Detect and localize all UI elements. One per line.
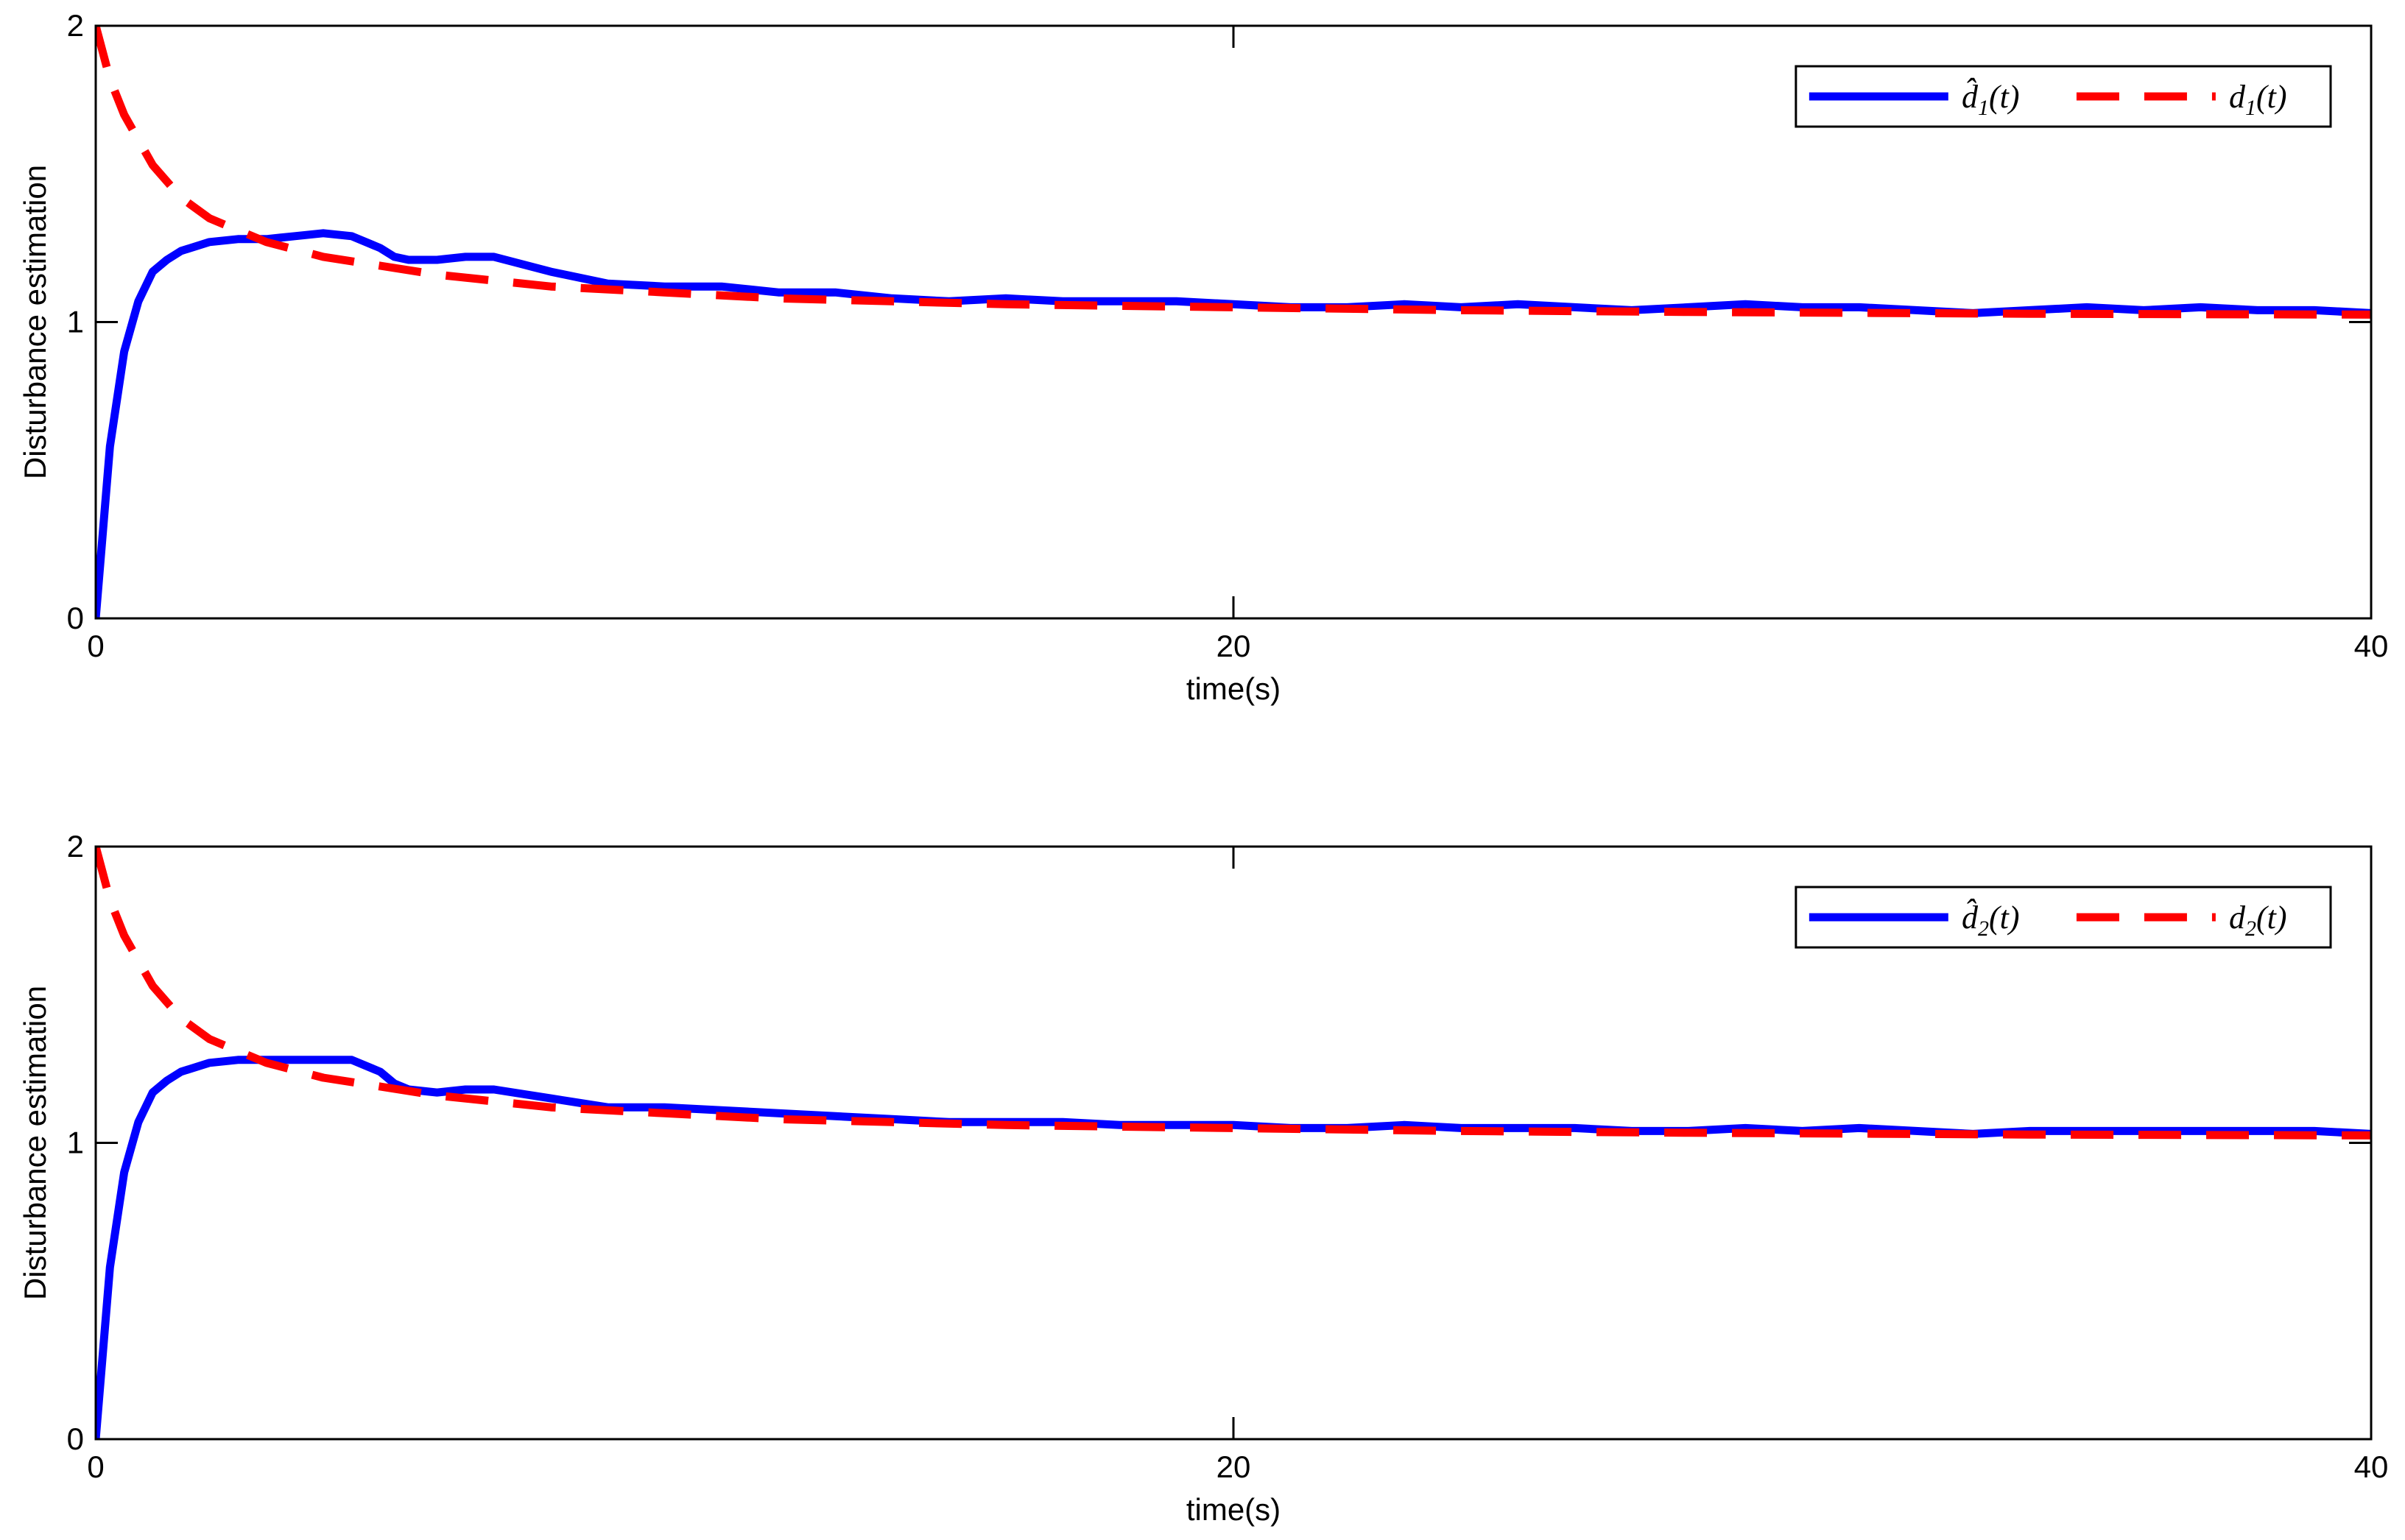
legend: d̂2(t) d2(t)	[1795, 886, 2332, 949]
x-tick-label: 20	[1216, 1449, 1251, 1484]
series-line-actual	[96, 845, 2371, 1140]
x-axis-label: time(s)	[1186, 671, 1281, 706]
y-tick-label: 0	[67, 601, 84, 635]
chart-panel-1: 0 20 40 0 1 2 time(s) Disturbance estimation d̂1…	[18, 8, 2388, 706]
series-line-actual	[96, 24, 2371, 319]
y-axis-label: Disturbance estimation	[18, 165, 52, 479]
x-tick-label: 20	[1216, 629, 1251, 663]
series-line-estimate	[96, 1056, 2371, 1439]
legend-entry-label: d̂1(t)	[1962, 78, 2020, 120]
series-line-estimate	[96, 229, 2371, 618]
y-tick-label: 1	[67, 1126, 84, 1160]
x-tick-label: 40	[2354, 629, 2389, 663]
x-axis-label: time(s)	[1186, 1492, 1281, 1527]
x-tick-label: 0	[87, 629, 104, 663]
legend-entry-label: d̂2(t)	[1962, 899, 2020, 941]
legend: d̂1(t) d1(t)	[1795, 65, 2332, 128]
y-tick-label: 1	[67, 305, 84, 339]
y-tick-label: 2	[67, 8, 84, 43]
chart-panel-2: 0 20 40 0 1 2 time(s) Disturbance estimation d̂2…	[18, 829, 2388, 1527]
y-tick-label: 0	[67, 1421, 84, 1456]
legend-entry-label: d1(t)	[2229, 79, 2287, 120]
x-tick-label: 40	[2354, 1449, 2389, 1484]
x-tick-label: 0	[87, 1449, 104, 1484]
legend-entry-label: d2(t)	[2229, 900, 2287, 941]
y-tick-label: 2	[67, 829, 84, 863]
y-axis-label: Disturbance estimation	[18, 986, 52, 1300]
